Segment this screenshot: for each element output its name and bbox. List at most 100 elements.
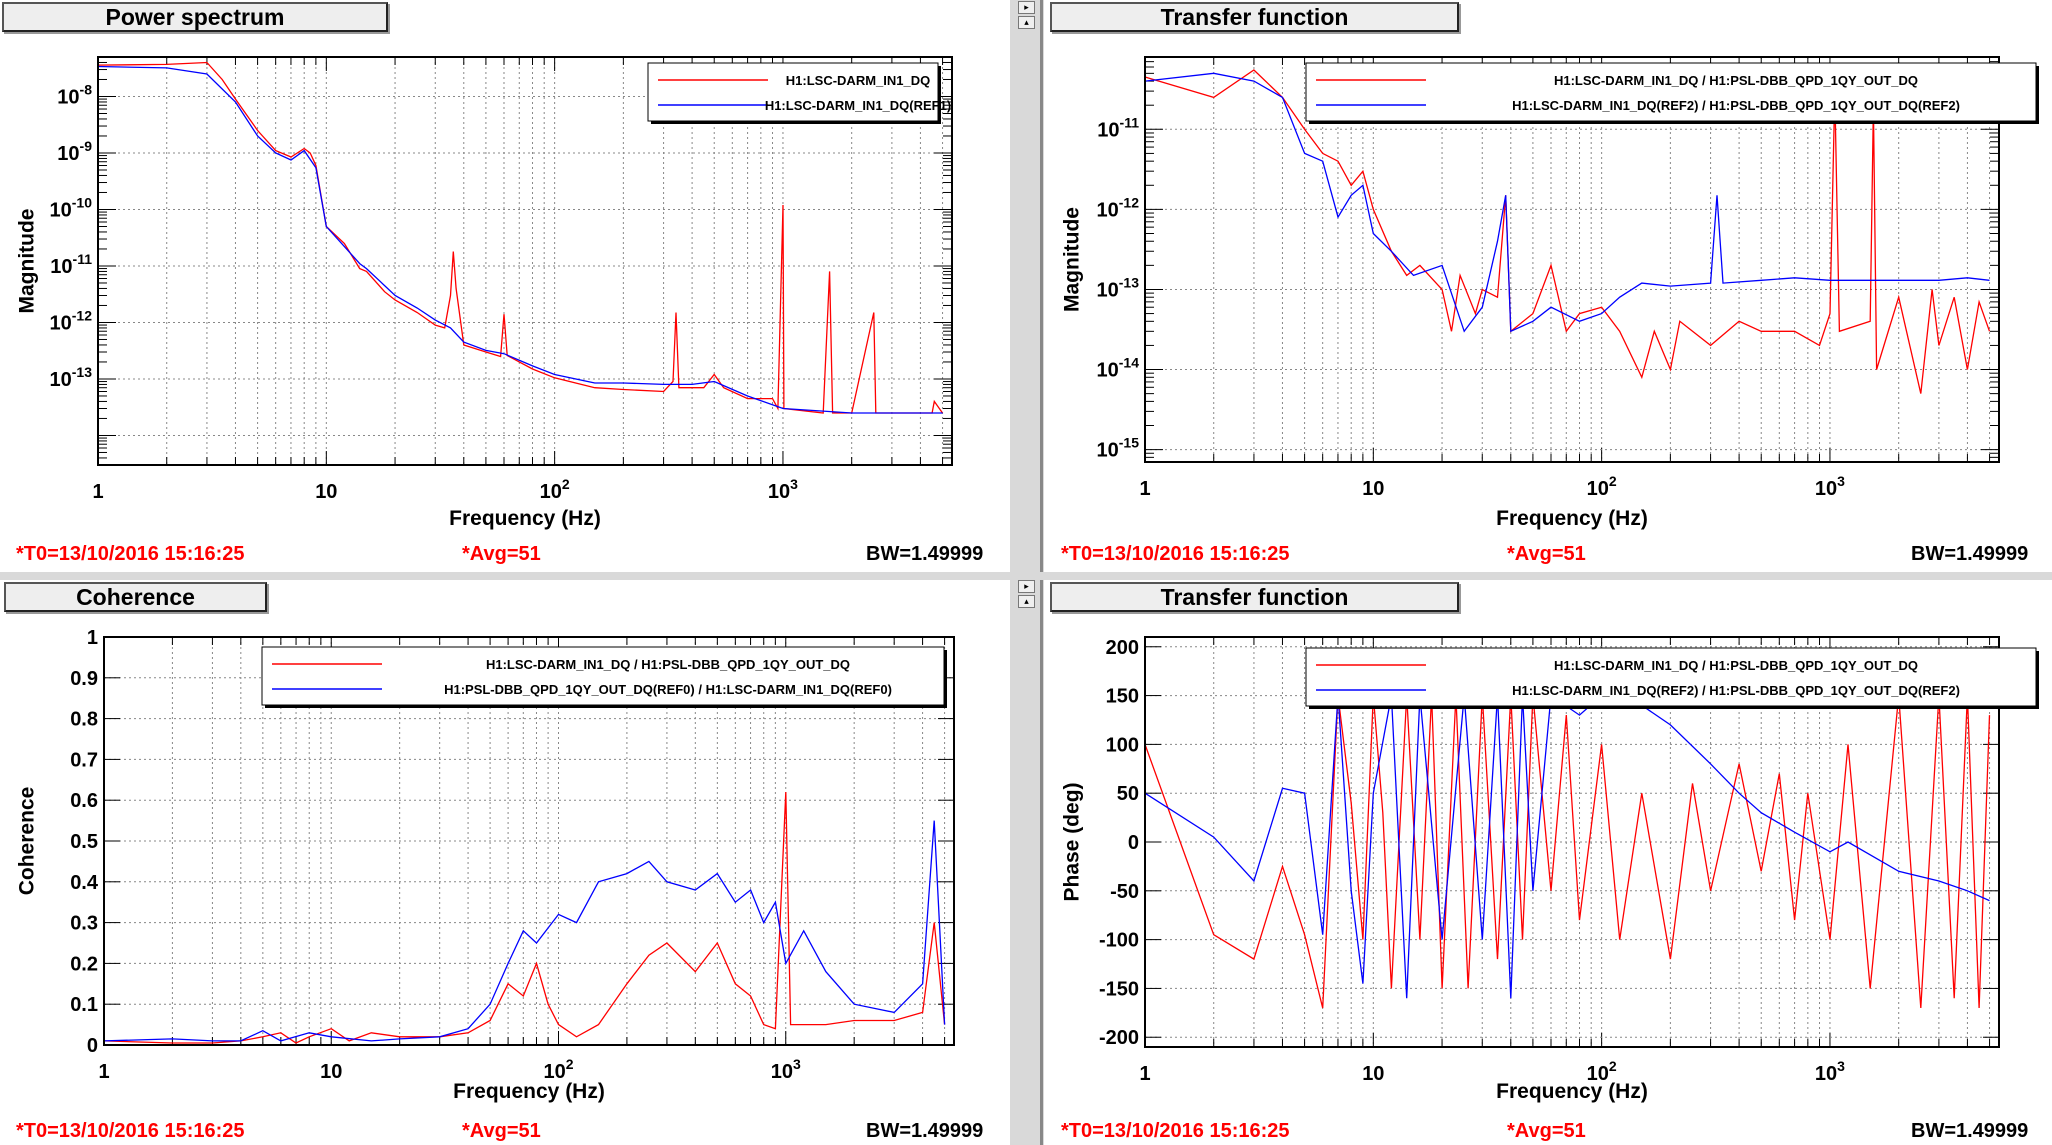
transfer-magnitude-plot[interactable]: 1 10 102 103 10-11 10-12 10-13 10-14 10-15 Freque…	[1045, 0, 2052, 572]
transfer-phase-plot[interactable]: 1 10 102 103-200-150-100-50050100150200Freq…	[1045, 580, 2052, 1145]
y-tick-label: 10-8	[57, 81, 92, 108]
x-tick-label: 102	[543, 1056, 573, 1083]
y-tick-label: 50	[1117, 783, 1139, 805]
t0-label: *T0=13/10/2016 15:16:25	[1061, 1120, 1290, 1142]
y-tick-label: 0.9	[70, 668, 98, 690]
plot-area	[98, 57, 952, 465]
coherence-plot[interactable]: 1 10 102 103 0 0.1 0.2 0.3 0.4 0.5 0.6 0.7 0.8 0.9 1 Fr…	[0, 580, 1010, 1145]
y-tick-label: 0	[87, 1035, 98, 1057]
y-tick-label: 0.1	[70, 994, 98, 1016]
y-tick-label: 10-13	[1097, 274, 1140, 301]
y-tick-label: 10-11	[1097, 114, 1139, 141]
panel-title[interactable]: Transfer function	[1050, 582, 1459, 612]
y-tick-label: 0.6	[70, 790, 98, 812]
legend-label: H1:LSC-DARM_IN1_DQ(REF2) / H1:PSL-DBB_QP…	[1512, 683, 1960, 698]
y-tick-label: 0.5	[70, 831, 98, 853]
y-tick-label: 10-10	[50, 194, 93, 221]
y-tick-label: 10-15	[1097, 435, 1140, 462]
x-tick-label: 10	[1362, 478, 1384, 500]
x-tick-label: 10	[320, 1061, 342, 1083]
panel-title[interactable]: Coherence	[4, 582, 267, 612]
plot-frame	[1144, 636, 2000, 1048]
legend-label: H1:LSC-DARM_IN1_DQ(REF1)	[765, 98, 951, 113]
x-tick-label: 10	[315, 481, 337, 503]
x-tick-label: 1	[1139, 478, 1150, 500]
arrow-up-icon[interactable]: ▴	[1018, 16, 1035, 29]
t0-label: *T0=13/10/2016 15:16:25	[16, 1120, 245, 1142]
legend-label: H1:LSC-DARM_IN1_DQ / H1:PSL-DBB_QPD_1QY_…	[486, 657, 850, 672]
plot-panel-transfer-phase: Transfer function 1 10 102 103 -200 -150 -100-…	[1045, 580, 2052, 1145]
t0-label: *T0=13/10/2016 15:16:25	[1061, 543, 1290, 565]
bw-label: BW=1.49999	[866, 543, 984, 565]
y-tick-label: 0.2	[70, 953, 98, 975]
series-line-reference	[1144, 694, 1990, 999]
plot-area	[1145, 57, 1999, 462]
y-tick-label: 200	[1106, 637, 1139, 659]
y-tick-label: 0.3	[70, 913, 98, 935]
series-line-current	[1144, 695, 1991, 1009]
bw-label: BW=1.49999	[1911, 543, 2029, 565]
y-tick-label: 0.8	[70, 709, 98, 731]
avg-label: *Avg=51	[462, 543, 541, 565]
x-tick-label: 10	[1362, 1063, 1384, 1085]
plot-frame	[1144, 56, 2000, 463]
y-tick-label: -100	[1099, 930, 1139, 952]
x-tick-label: 1	[92, 481, 103, 503]
legend-label: H1:PSL-DBB_QPD_1QY_OUT_DQ(REF0) / H1:LSC…	[444, 682, 892, 697]
y-tick-label: 10-11	[50, 251, 92, 278]
y-tick-label: 100	[1106, 734, 1139, 756]
arrow-right-icon[interactable]: ▸	[1018, 1, 1035, 14]
x-axis-title: Frequency (Hz)	[1496, 507, 1648, 530]
power-spectrum-plot[interactable]: 1 10 102 103 10-8 10-9 10-10 10-11 10-12 10-13 Fre…	[0, 0, 1010, 572]
series-line-reference	[103, 820, 946, 1042]
y-tick-label: 10-12	[1097, 194, 1140, 221]
x-tick-label: 103	[771, 1056, 801, 1083]
arrow-up-icon[interactable]: ▴	[1018, 595, 1035, 608]
legend-box	[1305, 647, 2037, 707]
avg-label: *Avg=51	[462, 1120, 541, 1142]
avg-label: *Avg=51	[1507, 1120, 1586, 1142]
legend-box	[1305, 62, 2037, 122]
x-tick-label: 102	[540, 476, 570, 503]
legend-label: H1:LSC-DARM_IN1_DQ / H1:PSL-DBB_QPD_1QY_…	[1554, 73, 1918, 88]
y-tick-label: 10-14	[1097, 355, 1140, 382]
series-line-reference	[97, 65, 943, 414]
y-tick-label: 0.4	[70, 872, 99, 894]
plot-panel-transfer-magnitude: Transfer function 1 10 102 103 10-11 10-12 10-…	[1045, 0, 2052, 572]
plot-panel-coherence: Coherence 1 10 102 103 0 0.1 0.2 0.3 0.4 0.5 0.6 0.…	[0, 580, 1010, 1145]
y-tick-label: -200	[1099, 1027, 1139, 1049]
legend-label: H1:LSC-DARM_IN1_DQ	[786, 73, 930, 88]
legend-label: H1:LSC-DARM_IN1_DQ(REF2) / H1:PSL-DBB_QP…	[1512, 98, 1960, 113]
y-axis-title: Phase (deg)	[1061, 782, 1084, 901]
arrow-right-icon[interactable]: ▸	[1018, 580, 1035, 593]
bw-label: BW=1.49999	[1911, 1120, 2029, 1142]
x-tick-label: 103	[1815, 1058, 1845, 1085]
plot-frame	[103, 636, 955, 1046]
x-tick-label: 102	[1587, 473, 1617, 500]
legend-label: H1:LSC-DARM_IN1_DQ / H1:PSL-DBB_QPD_1QY_…	[1554, 658, 1918, 673]
bw-label: BW=1.49999	[866, 1120, 984, 1142]
x-tick-label: 103	[768, 476, 798, 503]
legend-box	[261, 646, 945, 706]
y-tick-label: 10-13	[50, 364, 93, 391]
t0-label: *T0=13/10/2016 15:16:25	[16, 543, 245, 565]
x-tick-label: 103	[1815, 473, 1845, 500]
x-axis-title: Frequency (Hz)	[453, 1080, 605, 1103]
legend-box	[647, 62, 939, 122]
plot-panel-power-spectrum: Power spectrum 1 10 102 103 10-8 10-9 10-10 10-…	[0, 0, 1010, 572]
series-line-current	[103, 791, 946, 1044]
y-tick-label: 0.7	[70, 749, 98, 771]
panel-title[interactable]: Power spectrum	[2, 2, 388, 32]
x-axis-title: Frequency (Hz)	[1496, 1080, 1648, 1103]
horizontal-splitter[interactable]	[0, 572, 2052, 580]
y-tick-label: 0	[1128, 832, 1139, 854]
y-tick-label: 150	[1106, 686, 1139, 708]
x-axis-title: Frequency (Hz)	[449, 507, 601, 530]
series-line-current	[1144, 69, 1991, 394]
y-axis-title: Magnitude	[1061, 207, 1084, 312]
panel-title[interactable]: Transfer function	[1050, 2, 1459, 32]
y-tick-label: 1	[87, 627, 98, 649]
y-tick-label: -150	[1099, 978, 1139, 1000]
y-tick-label: 10-9	[57, 138, 92, 165]
